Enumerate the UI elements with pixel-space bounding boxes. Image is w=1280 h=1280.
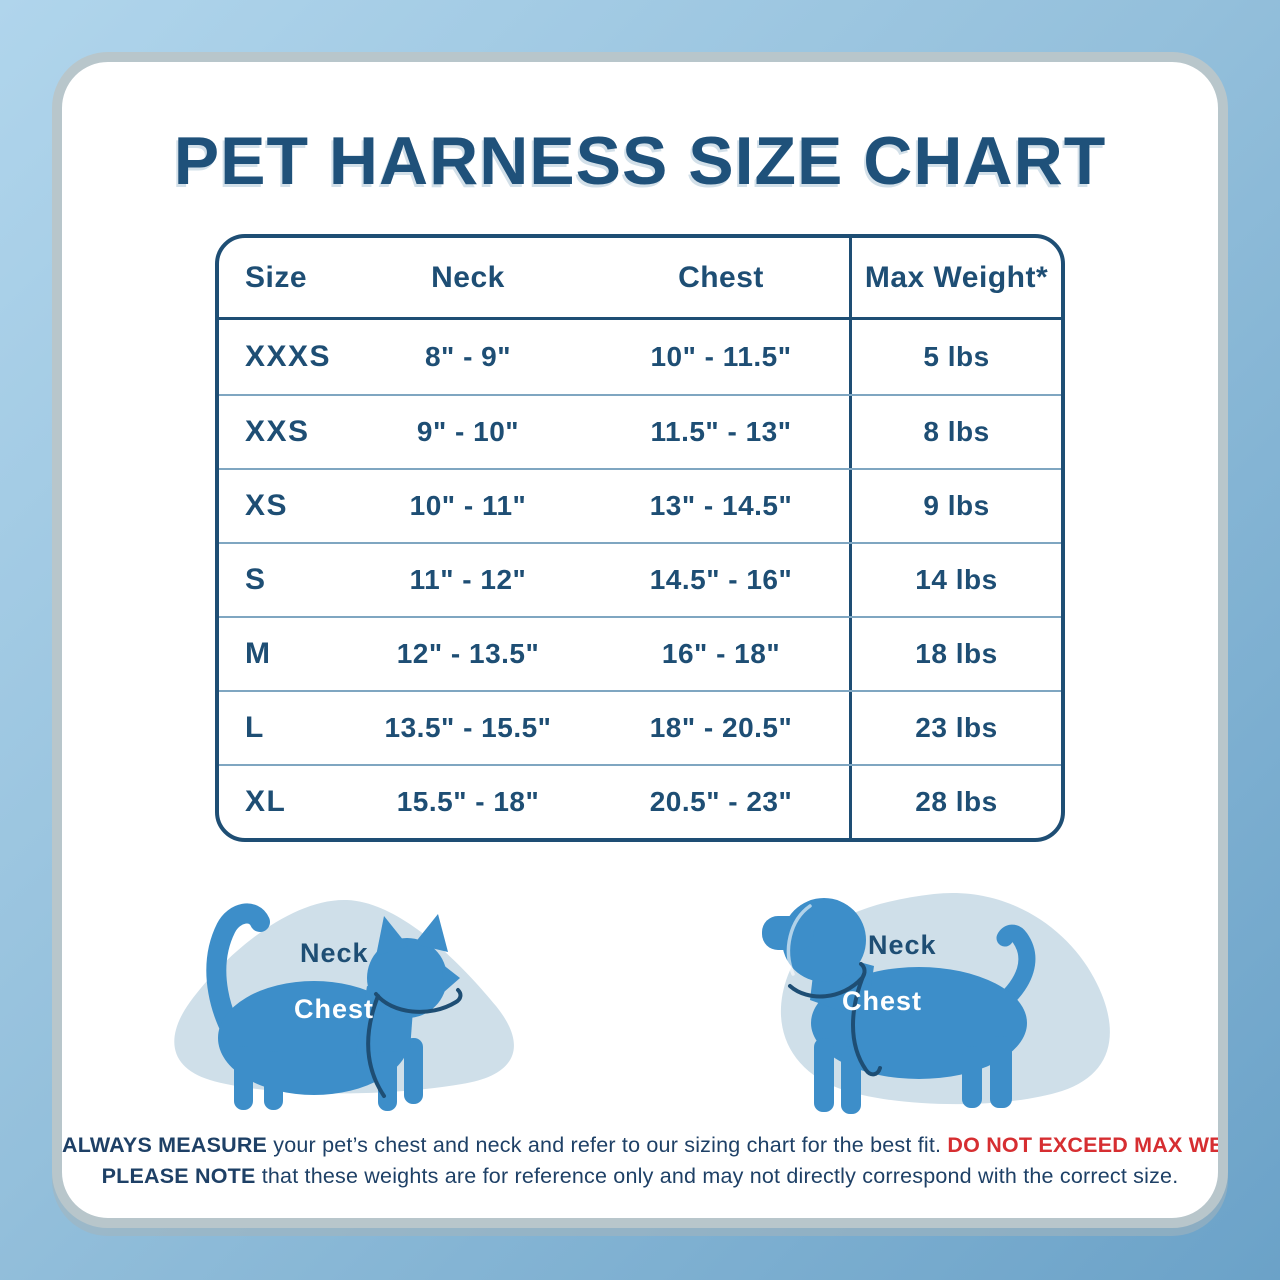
chest-cell: 14.5" - 16" <box>649 564 793 595</box>
size-cell: XXS <box>245 415 310 448</box>
neck-cell: 9" - 10" <box>416 416 520 447</box>
dog-illustration-icon <box>762 892 1110 1114</box>
weight-cell: 28 lbs <box>849 766 1061 838</box>
size-cell: M <box>245 637 272 670</box>
cat-diagram: Neck Chest <box>142 868 562 1118</box>
measure-text: your pet’s chest and neck and refer to o… <box>267 1133 948 1157</box>
chest-cell: 13" - 14.5" <box>649 490 793 521</box>
header-size: Size <box>245 260 308 294</box>
weight-cell: 14 lbs <box>849 544 1061 616</box>
weight-cell: 9 lbs <box>849 470 1061 542</box>
table-row-xxxs: XXXS 8" - 9" 10" - 11.5" 5 lbs <box>219 320 1061 394</box>
chest-cell: 18" - 20.5" <box>649 712 793 743</box>
size-cell: S <box>245 563 267 596</box>
header-max-weight: Max Weight* <box>849 238 1061 317</box>
neck-cell: 11" - 12" <box>409 564 527 595</box>
cat-illustration-icon <box>174 899 514 1111</box>
dog-neck-label: Neck <box>868 930 937 960</box>
weight-cell: 8 lbs <box>849 396 1061 468</box>
neck-cell: 15.5" - 18" <box>396 786 540 817</box>
table-row-xxs: XXS 9" - 10" 11.5" - 13" 8 lbs <box>219 394 1061 468</box>
weight-cell: 18 lbs <box>849 618 1061 690</box>
footnote-line-1: ALWAYS MEASURE your pet’s chest and neck… <box>62 1130 1218 1161</box>
neck-cell: 8" - 9" <box>424 341 512 372</box>
weight-cell: 23 lbs <box>849 692 1061 764</box>
please-note-label: PLEASE NOTE <box>101 1163 256 1188</box>
dog-diagram: Neck Chest <box>724 858 1144 1118</box>
neck-cell: 10" - 11" <box>409 490 527 521</box>
chest-cell: 16" - 18" <box>661 638 781 669</box>
size-cell: L <box>245 711 265 744</box>
table-row-m: M 12" - 13.5" 16" - 18" 18 lbs <box>219 616 1061 690</box>
cat-chest-label: Chest <box>294 994 375 1024</box>
footnote-line-2: PLEASE NOTE that these weights are for r… <box>62 1161 1218 1192</box>
note-text: that these weights are for reference onl… <box>255 1163 1179 1188</box>
chest-cell: 10" - 11.5" <box>650 341 792 372</box>
size-cell: XS <box>245 489 289 522</box>
chest-cell: 11.5" - 13" <box>650 416 792 447</box>
neck-cell: 12" - 13.5" <box>396 638 540 669</box>
weight-cell: 5 lbs <box>849 320 1061 394</box>
table-row-xl: XL 15.5" - 18" 20.5" - 23" 28 lbs <box>219 764 1061 838</box>
header-neck: Neck <box>431 260 505 294</box>
table-row-xs: XS 10" - 11" 13" - 14.5" 9 lbs <box>219 468 1061 542</box>
size-cell: XXXS <box>245 340 332 373</box>
table-row-s: S 11" - 12" 14.5" - 16" 14 lbs <box>219 542 1061 616</box>
page-title: PET HARNESS SIZE CHART <box>173 123 1107 199</box>
cat-neck-label: Neck <box>300 938 369 968</box>
measurement-diagrams: Neck Chest <box>62 856 1218 1118</box>
always-measure-label: ALWAYS MEASURE <box>62 1133 268 1157</box>
dog-chest-label: Chest <box>842 986 923 1016</box>
max-weight-warning: DO NOT EXCEED MAX WEIGHT! <box>947 1133 1228 1157</box>
chest-cell: 20.5" - 23" <box>649 786 793 817</box>
header-chest: Chest <box>678 260 764 294</box>
neck-cell: 13.5" - 15.5" <box>384 712 552 743</box>
table-row-l: L 13.5" - 15.5" 18" - 20.5" 23 lbs <box>219 690 1061 764</box>
table-header-row: Size Neck Chest Max Weight* <box>219 238 1061 320</box>
size-cell: XL <box>245 785 287 818</box>
infographic-card: PET HARNESS SIZE CHART Size Neck Chest M… <box>52 52 1228 1228</box>
footnote: ALWAYS MEASURE your pet’s chest and neck… <box>62 1130 1218 1191</box>
size-chart-table: Size Neck Chest Max Weight* XXXS 8" - 9"… <box>215 234 1065 842</box>
